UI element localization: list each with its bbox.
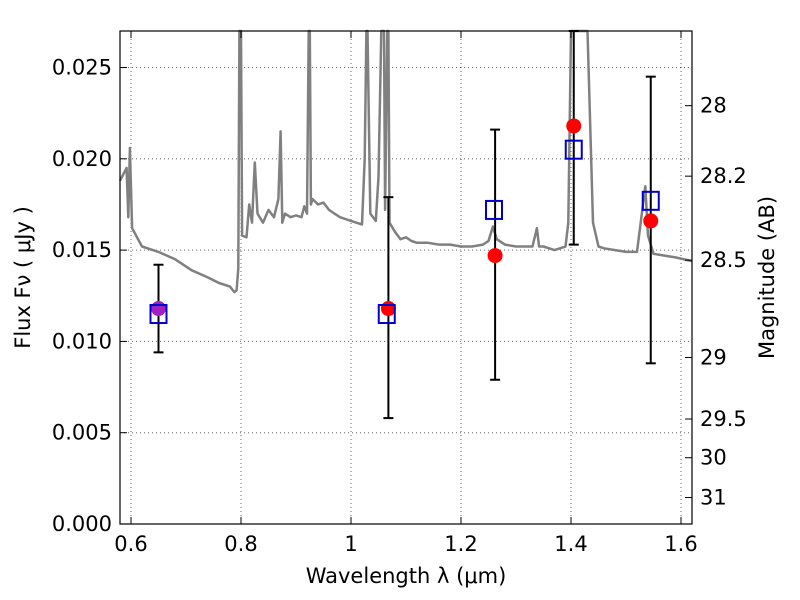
x-tick-label: 0.8 bbox=[224, 532, 257, 556]
y2-axis-label: Magnitude (AB) bbox=[755, 196, 779, 359]
x-tick-label: 0.6 bbox=[114, 532, 147, 556]
x-tick-label: 1.4 bbox=[554, 532, 587, 556]
observed-point bbox=[643, 213, 659, 229]
x-tick-label: 1.2 bbox=[444, 532, 477, 556]
y-tick-label: 0.020 bbox=[52, 147, 112, 171]
y-tick-label: 0.005 bbox=[52, 421, 112, 445]
y2-tick-label: 29 bbox=[700, 345, 727, 369]
model-point bbox=[149, 304, 168, 325]
y2-tick-label: 28.2 bbox=[700, 164, 747, 188]
y-tick-label: 0.015 bbox=[52, 238, 112, 262]
y2-tick-label: 31 bbox=[700, 486, 727, 510]
y2-tick-label: 29.5 bbox=[700, 407, 747, 431]
observed-point bbox=[151, 301, 166, 317]
x-tick-label: 1.6 bbox=[664, 532, 697, 556]
y2-tick-label: 30 bbox=[700, 446, 727, 470]
observed-point bbox=[566, 118, 582, 134]
y-tick-label: 0.000 bbox=[52, 512, 112, 536]
x-axis-label: Wavelength λ (μm) bbox=[306, 564, 507, 588]
model-spectrum bbox=[118, 29, 693, 294]
model-point bbox=[485, 199, 503, 220]
model-point bbox=[377, 304, 396, 325]
model-point bbox=[564, 139, 583, 160]
y-axis-label: Flux Fν ( μJy ) bbox=[11, 206, 35, 349]
model-photometry-points bbox=[149, 139, 660, 325]
x-tick-label: 1 bbox=[344, 532, 357, 556]
y2-tick-label: 28 bbox=[700, 94, 727, 118]
axis-ticks: 0.6 0.8 1 1.2 1.4 1.6 0.000 0.005 0.010 0.015 0.02… bbox=[52, 31, 747, 556]
spectrum-line bbox=[118, 29, 693, 294]
y-tick-label: 0.010 bbox=[52, 329, 112, 353]
observed-point bbox=[487, 248, 503, 264]
y2-tick-label: 28.5 bbox=[700, 248, 747, 272]
plot-frame bbox=[119, 30, 693, 525]
observed-point bbox=[380, 301, 396, 317]
y-tick-label: 0.025 bbox=[52, 56, 112, 80]
error-bars bbox=[153, 30, 656, 420]
model-point bbox=[641, 190, 660, 211]
